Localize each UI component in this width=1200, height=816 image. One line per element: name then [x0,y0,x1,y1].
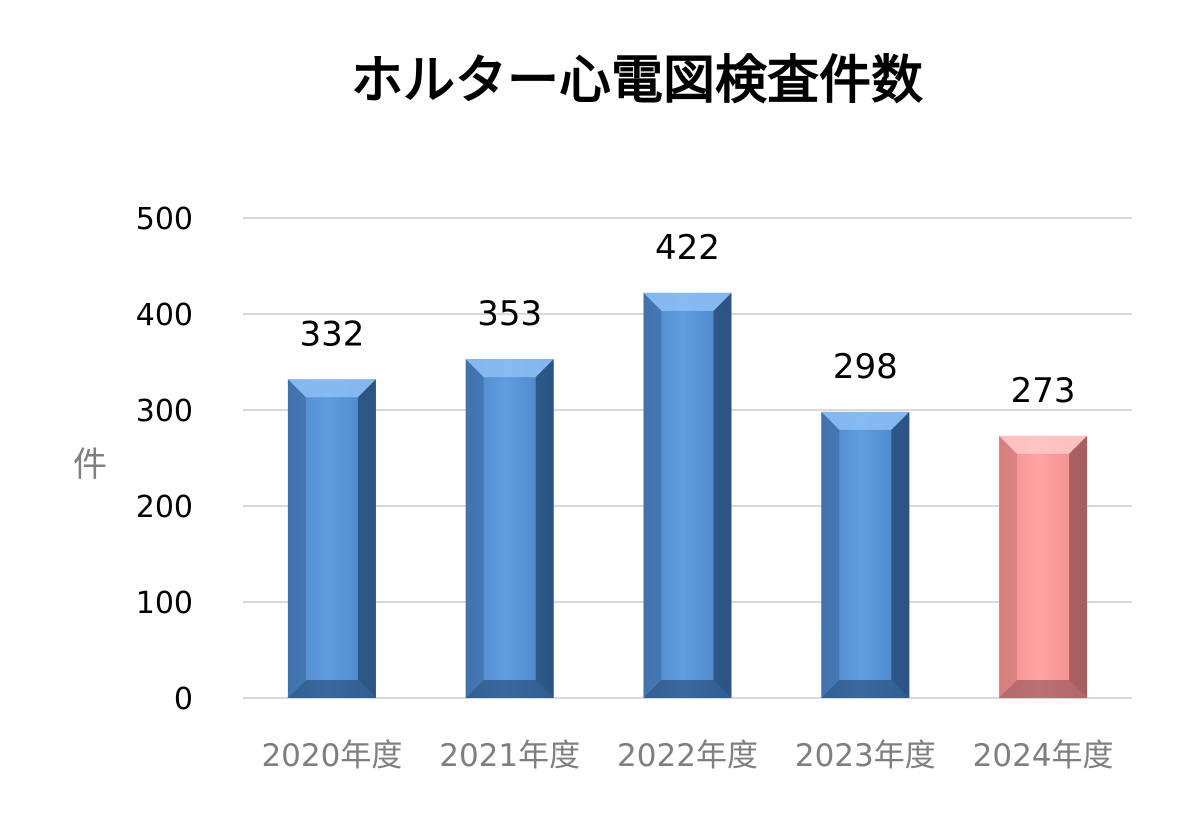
y-axis-title: 件 [73,445,107,485]
bar [465,359,554,698]
data-label: 353 [477,294,542,334]
data-label: 273 [1011,371,1076,411]
bars [287,292,1088,698]
y-tick-label: 200 [136,490,193,525]
y-tick-label: 500 [136,202,193,237]
y-tick-label: 300 [136,394,193,429]
x-tick-label: 2023年度 [795,738,936,774]
bar [643,292,732,698]
x-axis-ticks: 2020年度 2021年度 2022年度 2023年度 2024年度 [261,738,1113,774]
y-tick-label: 100 [136,586,193,621]
x-tick-label: 2022年度 [617,738,758,774]
data-labels: 332 353 422 298 273 [299,228,1075,411]
data-label: 332 [299,314,364,354]
x-tick-label: 2021年度 [439,738,580,774]
y-axis-ticks: 0 100 200 300 400 500 [136,202,193,717]
x-tick-label: 2020年度 [261,738,402,774]
data-label: 298 [833,347,898,387]
bar [821,411,910,698]
bar [287,379,376,698]
y-tick-label: 400 [136,298,193,333]
data-label: 422 [655,228,720,268]
chart-title: ホルター心電図検査件数 [351,51,923,111]
x-tick-label: 2024年度 [973,738,1114,774]
bar [999,435,1088,698]
y-tick-label: 0 [174,682,193,717]
